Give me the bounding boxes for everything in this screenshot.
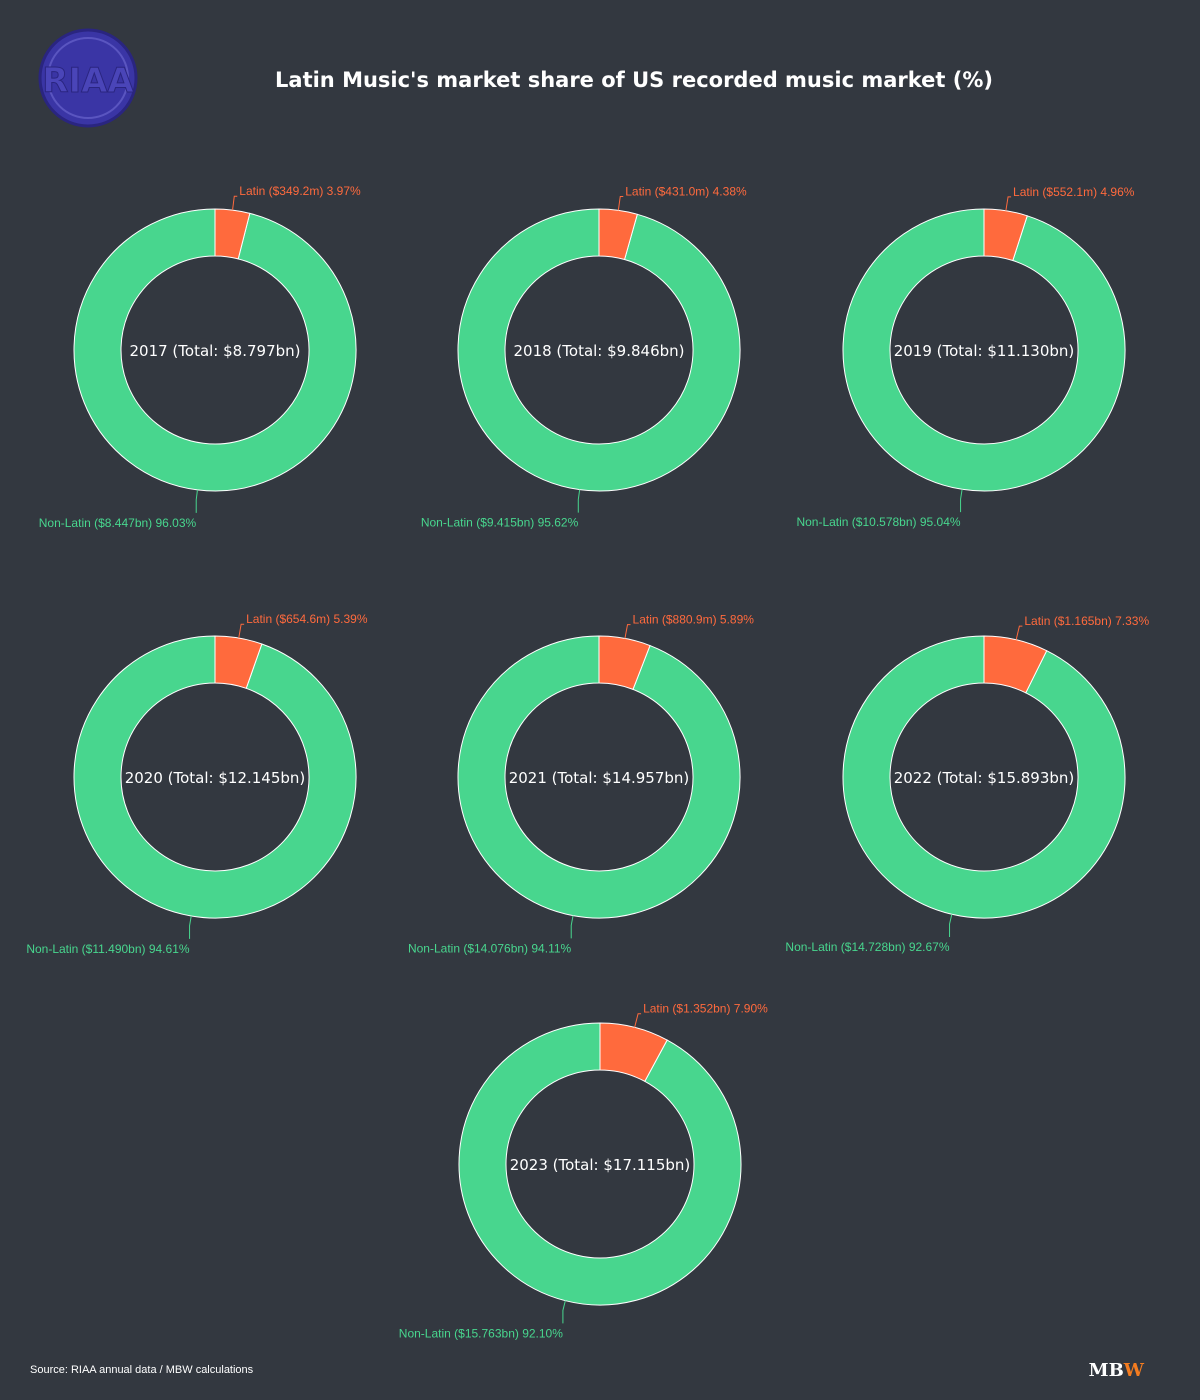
slice-latin-2019 [983, 208, 1028, 262]
donut-2018: 2018 (Total: $9.846bn) Latin ($431.0m) 4.… [421, 184, 747, 529]
label-non-latin-2019: Non-Latin ($10.578bn) 95.04% [796, 515, 960, 529]
label-non-latin-2022: Non-Latin ($14.728bn) 92.67% [785, 940, 949, 954]
slice-latin-2021 [598, 635, 651, 691]
label-latin-2021: Latin ($880.9m) 5.89% [633, 613, 755, 627]
leader-non-latin-2023 [562, 1300, 566, 1324]
label-latin-2017: Latin ($349.2m) 3.97% [239, 184, 361, 198]
slice-non-latin-2018 [457, 208, 741, 492]
label-latin-2020: Latin ($654.6m) 5.39% [246, 612, 368, 626]
slice-non-latin-2020 [73, 635, 357, 919]
label-non-latin-2023: Non-Latin ($15.763bn) 92.10% [399, 1326, 563, 1340]
slice-non-latin-2019 [842, 208, 1126, 492]
riaa-logo-text: RIAA [42, 61, 134, 101]
leader-latin-2018 [617, 195, 624, 211]
donut-2023: 2023 (Total: $17.115bn) Latin ($1.352bn) … [399, 1002, 768, 1341]
donut-2021: 2021 (Total: $14.957bn) Latin ($880.9m) 5… [408, 613, 754, 956]
slice-non-latin-2021 [457, 635, 741, 919]
label-non-latin-2020: Non-Latin ($11.490bn) 94.61% [26, 942, 190, 956]
leader-latin-2017 [232, 195, 238, 211]
mbw-brand-second: W [1123, 1360, 1145, 1381]
leader-non-latin-2018 [577, 489, 581, 513]
source-note: Source: RIAA annual data / MBW calculati… [30, 1364, 254, 1376]
donut-charts: 2017 (Total: $8.797bn) Latin ($349.2m) 3.… [26, 184, 1149, 1340]
label-non-latin-2018: Non-Latin ($9.415bn) 95.62% [421, 516, 579, 530]
label-latin-2023: Latin ($1.352bn) 7.90% [643, 1002, 768, 1016]
riaa-logo-ring [38, 28, 138, 128]
chart-title: Latin Music's market share of US recorde… [275, 68, 993, 92]
leader-non-latin-2021 [570, 915, 574, 939]
leader-non-latin-2020 [189, 915, 192, 939]
slice-non-latin-2023 [458, 1022, 742, 1306]
donut-2019: 2019 (Total: $11.130bn) Latin ($552.1m) 4… [796, 185, 1134, 529]
center-label-2022: 2022 (Total: $15.893bn) [894, 769, 1075, 787]
label-latin-2022: Latin ($1.165bn) 7.33% [1024, 614, 1149, 628]
leader-latin-2023 [634, 1013, 642, 1028]
center-label-2019: 2019 (Total: $11.130bn) [894, 342, 1075, 360]
donut-2017: 2017 (Total: $8.797bn) Latin ($349.2m) 3.… [39, 184, 361, 530]
donut-2022: 2022 (Total: $15.893bn) Latin ($1.165bn) … [785, 614, 1149, 954]
center-label-2023: 2023 (Total: $17.115bn) [510, 1156, 691, 1174]
leader-latin-2020 [238, 623, 245, 639]
label-non-latin-2021: Non-Latin ($14.076bn) 94.11% [408, 941, 572, 955]
center-label-2017: 2017 (Total: $8.797bn) [129, 342, 300, 360]
leader-non-latin-2019 [960, 489, 963, 513]
mbw-brand-first: MB [1089, 1360, 1124, 1381]
slice-latin-2020 [214, 635, 263, 689]
slice-latin-2018 [598, 208, 638, 261]
riaa-logo: RIAA [38, 28, 138, 128]
label-non-latin-2017: Non-Latin ($8.447bn) 96.03% [39, 516, 197, 530]
slice-latin-2017 [214, 208, 251, 260]
slice-latin-2022 [983, 635, 1048, 694]
label-latin-2018: Latin ($431.0m) 4.38% [625, 184, 747, 198]
center-label-2018: 2018 (Total: $9.846bn) [513, 342, 684, 360]
leader-non-latin-2022 [949, 914, 953, 938]
leader-non-latin-2017 [195, 489, 198, 513]
center-label-2021: 2021 (Total: $14.957bn) [509, 769, 690, 787]
label-latin-2019: Latin ($552.1m) 4.96% [1013, 185, 1135, 199]
slice-non-latin-2017 [73, 208, 357, 492]
center-label-2020: 2020 (Total: $12.145bn) [125, 769, 306, 787]
slice-non-latin-2022 [842, 635, 1126, 919]
slice-latin-2023 [599, 1022, 668, 1083]
mbw-brand: MBW [1089, 1360, 1145, 1381]
leader-latin-2022 [1015, 625, 1023, 640]
riaa-logo-inner-ring [47, 37, 129, 119]
donut-2020: 2020 (Total: $12.145bn) Latin ($654.6m) 5… [26, 612, 368, 956]
leader-latin-2019 [1005, 196, 1012, 211]
leader-latin-2021 [624, 624, 631, 639]
